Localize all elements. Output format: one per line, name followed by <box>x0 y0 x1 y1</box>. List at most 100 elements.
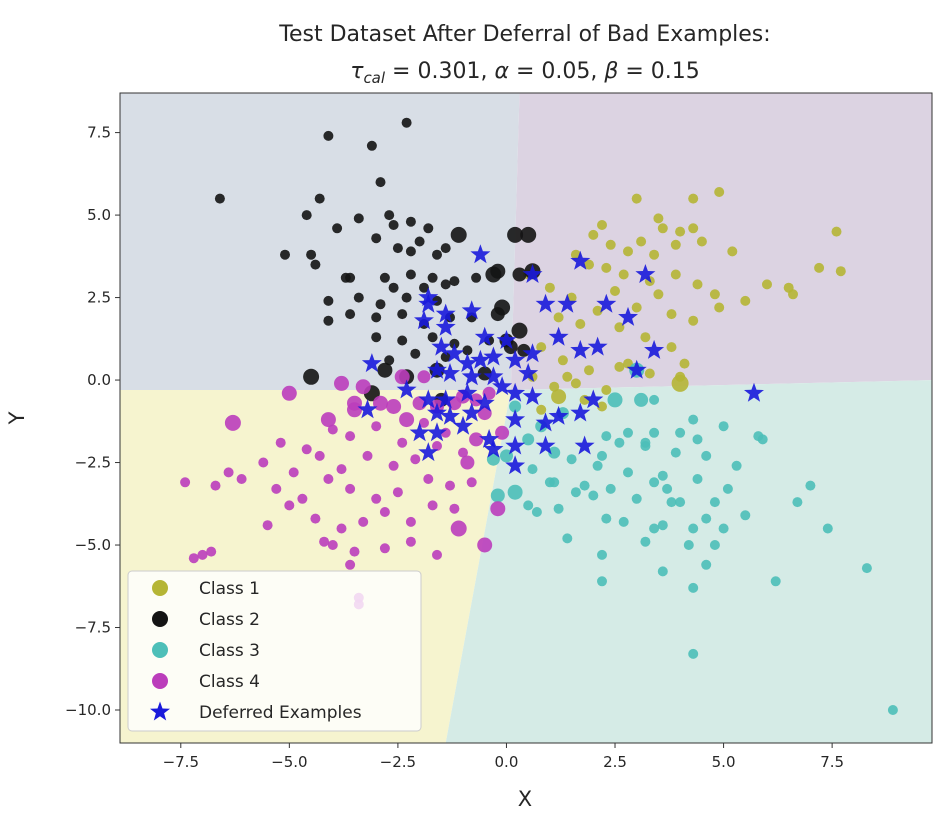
deferred-star <box>483 438 504 458</box>
y-tick-label: 5.0 <box>87 206 111 224</box>
data-point <box>592 460 603 471</box>
legend-item: Class 1 <box>152 579 260 599</box>
data-point <box>701 450 712 461</box>
data-point <box>614 437 625 448</box>
deferred-star <box>440 363 460 382</box>
data-point <box>366 140 377 151</box>
data-point <box>618 269 629 280</box>
deferred-star <box>431 336 452 356</box>
deferred-star <box>461 366 482 386</box>
data-point <box>649 427 660 438</box>
deferred-star <box>418 389 439 409</box>
deferred-star <box>570 339 591 359</box>
data-point <box>281 385 297 401</box>
series-5 <box>357 244 764 475</box>
data-point <box>432 549 442 560</box>
data-point <box>675 427 686 438</box>
data-point <box>783 282 794 293</box>
x-tick-label: 2.5 <box>603 753 627 771</box>
deferred-star <box>505 409 526 429</box>
data-point <box>280 249 290 260</box>
data-point <box>831 226 842 237</box>
data-point <box>458 447 468 458</box>
data-point <box>557 355 568 366</box>
legend-item: Class 3 <box>152 641 260 661</box>
deferred-star <box>522 386 543 405</box>
data-point <box>327 540 338 550</box>
data-point <box>345 431 356 442</box>
data-point <box>405 536 416 547</box>
data-point <box>792 497 803 508</box>
data-point <box>662 483 673 494</box>
y-tick-label: 7.5 <box>87 124 111 142</box>
data-point <box>405 246 416 257</box>
data-point <box>511 322 528 339</box>
data-point <box>375 299 386 310</box>
data-point <box>490 263 506 279</box>
data-point <box>490 488 505 503</box>
data-point <box>623 246 633 257</box>
data-point <box>614 361 625 372</box>
data-point <box>592 305 603 316</box>
alpha-symbol: α <box>494 59 509 84</box>
data-point <box>490 501 506 517</box>
data-point <box>388 220 399 230</box>
data-point <box>536 342 547 353</box>
data-point <box>405 516 416 527</box>
data-point <box>718 421 729 432</box>
deferred-star <box>496 330 517 349</box>
data-point <box>688 223 699 234</box>
data-point <box>450 520 467 537</box>
data-point <box>379 543 390 554</box>
data-point <box>334 375 349 391</box>
legend-label: Class 1 <box>199 579 260 599</box>
data-point <box>634 392 649 407</box>
data-point <box>301 444 312 455</box>
data-point <box>336 523 347 534</box>
data-point <box>490 307 505 322</box>
data-point <box>371 233 382 244</box>
data-point <box>440 243 451 254</box>
data-point <box>657 566 668 577</box>
data-point <box>814 262 825 273</box>
data-point <box>323 295 334 306</box>
data-point <box>417 370 431 384</box>
data-point <box>523 500 534 511</box>
deferred-star <box>418 287 439 307</box>
series-3 <box>486 362 898 715</box>
data-point <box>306 249 317 260</box>
y-tick-label: −5.0 <box>75 536 111 554</box>
data-point <box>709 497 720 508</box>
data-point <box>644 368 655 379</box>
data-point <box>288 467 299 478</box>
data-point <box>375 177 386 188</box>
data-point <box>601 431 612 442</box>
data-point <box>822 523 833 534</box>
data-point <box>397 437 408 448</box>
data-point <box>449 276 460 287</box>
data-point <box>495 425 510 440</box>
data-point <box>410 348 421 359</box>
data-point <box>397 309 408 320</box>
legend-item: Deferred Examples <box>150 701 362 723</box>
data-point <box>371 312 382 323</box>
data-point <box>657 223 668 234</box>
deferred-star <box>444 343 465 363</box>
data-point <box>522 433 535 446</box>
data-point <box>258 457 269 468</box>
x-axis-ticks: −7.5 −5.0 −2.5 0.0 2.5 5.0 7.5 <box>163 743 844 771</box>
y-tick-label: 2.5 <box>87 289 111 307</box>
deferred-star <box>427 359 447 379</box>
data-point <box>588 229 599 240</box>
data-point <box>432 249 442 260</box>
data-point <box>805 480 816 491</box>
data-point <box>210 480 221 491</box>
data-point <box>332 223 343 234</box>
legend-label: Class 3 <box>199 641 260 661</box>
data-point <box>762 279 772 290</box>
data-point <box>553 312 564 323</box>
data-point <box>449 503 460 514</box>
data-point <box>386 399 402 414</box>
data-point <box>701 513 712 524</box>
data-point <box>327 424 338 435</box>
